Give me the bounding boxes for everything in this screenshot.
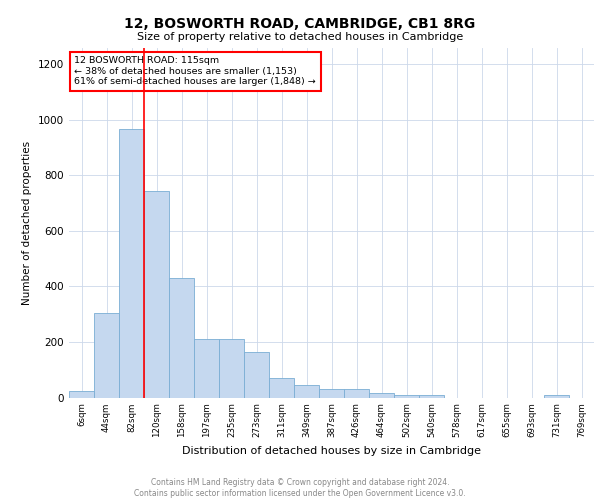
Bar bbox=[119, 130, 144, 398]
X-axis label: Distribution of detached houses by size in Cambridge: Distribution of detached houses by size … bbox=[182, 446, 481, 456]
Text: 12 BOSWORTH ROAD: 115sqm
← 38% of detached houses are smaller (1,153)
61% of sem: 12 BOSWORTH ROAD: 115sqm ← 38% of detach… bbox=[74, 56, 316, 86]
Bar bbox=[194, 339, 219, 398]
Bar bbox=[219, 339, 244, 398]
Bar bbox=[419, 394, 444, 398]
Bar bbox=[294, 385, 319, 398]
Bar bbox=[94, 313, 119, 398]
Bar bbox=[344, 389, 369, 398]
Text: Contains HM Land Registry data © Crown copyright and database right 2024.
Contai: Contains HM Land Registry data © Crown c… bbox=[134, 478, 466, 498]
Bar bbox=[144, 190, 169, 398]
Bar bbox=[169, 278, 194, 398]
Bar bbox=[394, 394, 419, 398]
Bar bbox=[319, 389, 344, 398]
Bar bbox=[544, 394, 569, 398]
Y-axis label: Number of detached properties: Number of detached properties bbox=[22, 140, 32, 304]
Bar bbox=[69, 390, 94, 398]
Bar bbox=[269, 378, 294, 398]
Text: 12, BOSWORTH ROAD, CAMBRIDGE, CB1 8RG: 12, BOSWORTH ROAD, CAMBRIDGE, CB1 8RG bbox=[124, 18, 476, 32]
Bar bbox=[369, 392, 394, 398]
Text: Size of property relative to detached houses in Cambridge: Size of property relative to detached ho… bbox=[137, 32, 463, 42]
Bar bbox=[244, 352, 269, 398]
